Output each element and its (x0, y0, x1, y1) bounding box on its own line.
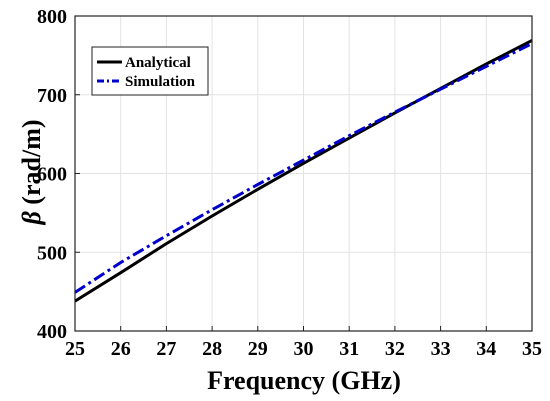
legend-box (91, 46, 209, 96)
y-axis-unit: (rad/m) (17, 119, 46, 211)
x-tick-label: 35 (522, 338, 542, 360)
y-tick-label: 700 (37, 85, 67, 107)
series-layer (74, 39, 533, 303)
y-axis-symbol: β (17, 211, 46, 226)
x-tick-label: 28 (202, 338, 222, 360)
x-tick-label: 31 (339, 338, 359, 360)
x-tick-label: 33 (431, 338, 451, 360)
x-tick-label: 32 (385, 338, 405, 360)
x-axis-title: Frequency (GHz) (207, 366, 401, 395)
series-line-analytical (74, 39, 533, 303)
legend: Analytical Simulation (91, 46, 209, 96)
y-tick-label: 600 (37, 164, 67, 186)
y-tick-label: 500 (37, 242, 67, 264)
tick-labels: 25 26 27 28 29 30 31 32 33 34 35 400 500 600 700 800 (37, 6, 542, 360)
y-axis-title: β (rad/m) (17, 119, 46, 225)
legend-label-simulation: Simulation (125, 74, 196, 90)
ticks (74, 15, 533, 332)
x-tick-label: 27 (156, 338, 176, 360)
x-tick-label: 34 (476, 338, 496, 360)
legend-label-analytical: Analytical (125, 55, 191, 71)
x-tick-label: 29 (248, 338, 268, 360)
x-tick-label: 25 (65, 338, 85, 360)
series-line-simulation (74, 42, 533, 294)
y-tick-label: 800 (37, 6, 67, 28)
y-tick-label: 400 (37, 321, 67, 343)
x-tick-label: 26 (111, 338, 131, 360)
x-tick-label: 30 (294, 338, 314, 360)
